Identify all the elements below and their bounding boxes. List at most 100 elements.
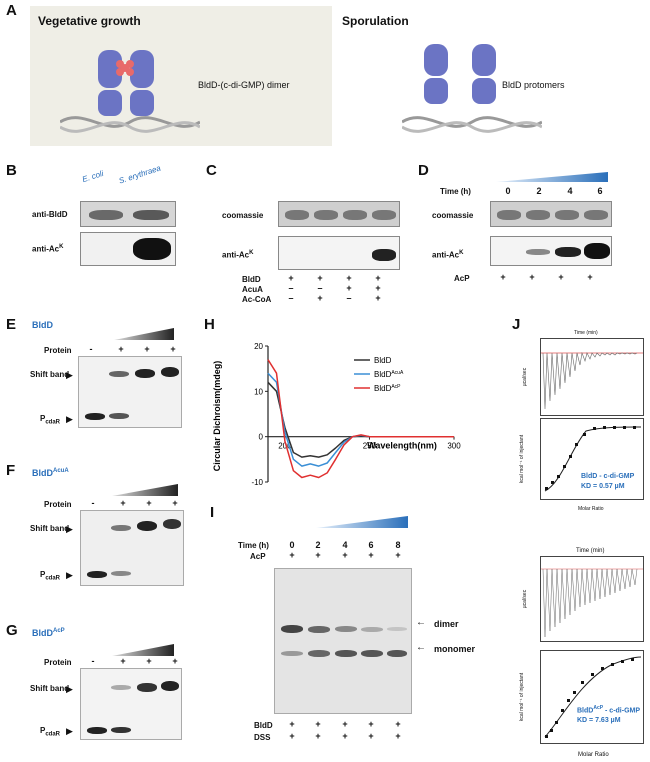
blot-band: [314, 210, 338, 220]
panel-i-bldd-val: +: [368, 719, 374, 729]
arrow-icon: ▶: [66, 524, 73, 534]
panel-i-dss-val: +: [342, 731, 348, 741]
blot-band: [555, 210, 579, 220]
blot-band: [584, 243, 610, 259]
gel-band: [87, 571, 107, 578]
legend-label-bldd-acp: BldDAcP: [374, 384, 401, 393]
panel-b-blot-ack: [80, 232, 176, 266]
panel-g-label: G: [6, 622, 18, 639]
panel-b-label: B: [6, 162, 17, 179]
panel-j-label: J: [512, 316, 521, 333]
panel-i-acp-val: +: [368, 550, 374, 560]
itc-top-raw-trace: [541, 351, 643, 410]
blot-band: [555, 247, 581, 257]
panel-i-dss-label: DSS: [254, 733, 271, 742]
panel-f-val: +: [146, 498, 152, 508]
arrow-icon: ▶: [66, 414, 73, 424]
gel-band: [161, 681, 179, 691]
gel-band: [111, 525, 131, 531]
panel-c-val: –: [288, 293, 294, 303]
panel-b-col-ecoli: E. coli: [81, 168, 105, 185]
panel-a-right-title: Sporulation: [342, 14, 409, 28]
itc-bot-kd: KD = 7.63 µM: [577, 717, 621, 724]
gel-band: [335, 626, 357, 632]
panel-a-left-caption: BldD-(c-di-GMP) dimer: [198, 80, 290, 90]
panel-c-blot-coomassie: [278, 201, 400, 227]
panel-e-probe-label: PcdaR: [40, 414, 61, 426]
panel-c-label: C: [206, 162, 217, 179]
panel-d-time: 6: [597, 186, 603, 196]
panel-c-val: +: [288, 273, 294, 283]
gel-band: [387, 650, 407, 657]
panel-c-val: +: [317, 293, 323, 303]
itc-top-xlabel: Molar Ratio: [578, 506, 604, 512]
panel-i-dss-val: +: [368, 731, 374, 741]
panel-i-dss-val: +: [315, 731, 321, 741]
itc-bot-time-label: Time (min): [576, 548, 605, 554]
panel-e-val: +: [118, 344, 124, 354]
panel-g-probe-label: PcdaR: [40, 726, 61, 738]
panel-i-bldd-label: BldD: [254, 721, 273, 730]
panel-d-blot-coomassie: [490, 201, 612, 227]
panel-c-val: +: [375, 283, 381, 293]
panel-g-val: +: [146, 656, 152, 666]
blot-band: [497, 210, 521, 220]
panel-d-blot-ack: [490, 236, 612, 266]
panel-c-val: +: [375, 273, 381, 283]
cd-series-bldd-acp: [267, 359, 454, 479]
panel-d-acp-val: +: [529, 272, 535, 282]
panel-e-val: +: [144, 344, 150, 354]
panel-c-cond-accoa: Ac-CoA: [242, 295, 272, 304]
itc-bot-raw-trace: [541, 568, 643, 638]
panel-i-acp-val: +: [315, 550, 321, 560]
panel-d-acp-val: +: [500, 272, 506, 282]
panel-g-wedge: [112, 644, 174, 656]
panel-b-row-ack: anti-AcK: [32, 244, 64, 254]
panel-i-label: I: [210, 504, 215, 521]
itc-top-raw-panel: [540, 338, 644, 416]
gel-band: [109, 413, 129, 419]
itc-top-ylabel-1: µcal/sec: [522, 367, 529, 387]
panel-i-time-label: Time (h): [238, 541, 269, 550]
arrow-left-icon: ←: [416, 642, 426, 653]
panel-e-wedge: [114, 328, 174, 340]
cd-spectrum-chart: Circular Dichroism(mdeg) -10 0 10 20 200 250 3…: [212, 342, 461, 487]
panel-e-val: -: [89, 344, 93, 354]
panel-i-acp-val: +: [289, 550, 295, 560]
panel-e-val: +: [170, 344, 176, 354]
gel-band: [308, 626, 330, 633]
panel-c-val: –: [288, 283, 294, 293]
itc-bot-xlabel: Molar Ratio: [578, 752, 609, 758]
itc-bot-ylabel-2: kcal mol⁻¹ of injectant: [519, 672, 526, 722]
blot-band: [285, 210, 309, 220]
panel-g-val: -: [91, 656, 95, 666]
panel-f-val: -: [91, 498, 95, 508]
panel-c-row-coomassie: coomassie: [222, 211, 264, 220]
gel-band: [111, 685, 131, 690]
itc-top-fit-curve: [544, 426, 642, 492]
itc-bot-ylabel-1: µcal/sec: [522, 589, 529, 609]
itc-bot-fit-curve: [544, 656, 642, 738]
panel-i-bldd-val: +: [289, 719, 295, 729]
itc-bot-raw-panel: [540, 556, 644, 642]
panel-a-right-caption: BldD protomers: [502, 80, 565, 90]
bldd-protomers-illustration: [402, 44, 542, 133]
panel-d-time: 0: [505, 186, 511, 196]
arrow-left-icon: ←: [416, 617, 426, 628]
panel-c-val: +: [317, 273, 323, 283]
cd-x-tick-label: 250: [363, 442, 377, 451]
panel-f-gel: [80, 510, 184, 586]
panel-i-monomer-label: monomer: [434, 644, 476, 654]
panel-d-row-coomassie: coomassie: [432, 211, 474, 220]
panel-i-gel: [274, 568, 412, 714]
panel-g-title: BldDAcP: [32, 628, 65, 638]
panel-g-val: +: [172, 656, 178, 666]
itc-top-name: BldD - c-di-GMP: [581, 473, 635, 480]
panel-i-time: 0: [289, 540, 295, 550]
panel-e-shift-label: Shift band: [30, 370, 70, 379]
blot-band: [133, 238, 171, 260]
arrow-icon: ▶: [66, 370, 73, 380]
panel-i-time: 2: [315, 540, 321, 550]
gel-band: [85, 413, 105, 420]
panel-a-left-box: Vegetative growth BldD-(c-di-GMP) dimer: [30, 6, 332, 146]
